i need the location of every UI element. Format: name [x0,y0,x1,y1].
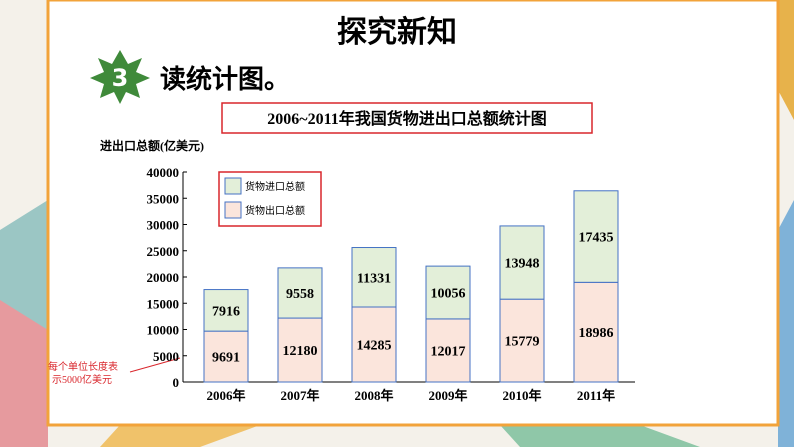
content-frame [46,0,780,427]
legend-label: 货物进口总额 [245,180,305,193]
decor [778,200,794,447]
leaf-icon [90,50,150,104]
y-tick-label: 30000 [147,218,180,233]
annotation-arrow [129,357,181,373]
value-label: 7916 [212,304,240,319]
y-tick-label: 25000 [147,244,180,259]
slide-title: 探究新知 [337,15,457,50]
y-tick-label: 15000 [147,296,180,311]
legend-swatch [224,177,242,195]
value-label: 14285 [357,339,392,354]
section-heading: 读统计图。 [160,64,290,95]
x-tick-label: 2011年 [577,388,615,403]
y-tick-label: 35000 [147,191,180,206]
decor [0,300,48,447]
bar-segment [425,265,471,320]
value-label: 15779 [505,335,540,350]
section-number: 3 [112,64,129,92]
y-tick-label: 40000 [147,165,180,180]
value-label: 12180 [283,344,318,359]
bar-segment [573,281,619,383]
x-tick-label: 2008年 [354,388,393,403]
value-label: 12017 [431,344,466,359]
bar-segment [203,330,249,383]
value-label: 17435 [579,231,614,246]
y-tick-label: 0 [173,375,180,390]
legend-label: 货物出口总额 [245,204,305,217]
value-label: 9558 [286,287,314,302]
y-tick-label: 5000 [153,349,179,364]
bar-segment [499,298,545,383]
value-label: 10056 [431,287,466,302]
chart-title-box [221,102,593,134]
annotation: 每个单位长度表 [48,360,118,373]
x-tick-label: 2006年 [206,388,245,403]
bar-segment [351,306,397,383]
value-label: 18986 [579,326,614,341]
y-tick-label: 10000 [147,323,180,338]
bar-segment [203,289,249,332]
x-tick-label: 2007年 [280,388,319,403]
decor [100,425,260,447]
y-axis-label: 进出口总额(亿美元) [100,138,204,153]
decor [778,0,794,120]
bar-segment [425,318,471,383]
legend-swatch [224,201,242,219]
value-label: 11331 [357,271,391,286]
bar-segment [573,190,619,283]
value-label: 9691 [212,351,240,366]
bar-segment [277,317,323,383]
x-tick-label: 2009年 [428,388,467,403]
x-tick-label: 2010年 [502,388,541,403]
bar-segment [277,267,323,319]
bar-segment [499,225,545,300]
annotation: 示5000亿美元 [52,373,112,386]
value-label: 13948 [505,257,540,272]
decor [500,425,700,447]
y-tick-label: 20000 [147,270,180,285]
bar-segment [351,247,397,308]
chart-title: 2006~2011年我国货物进出口总额统计图 [267,109,546,128]
